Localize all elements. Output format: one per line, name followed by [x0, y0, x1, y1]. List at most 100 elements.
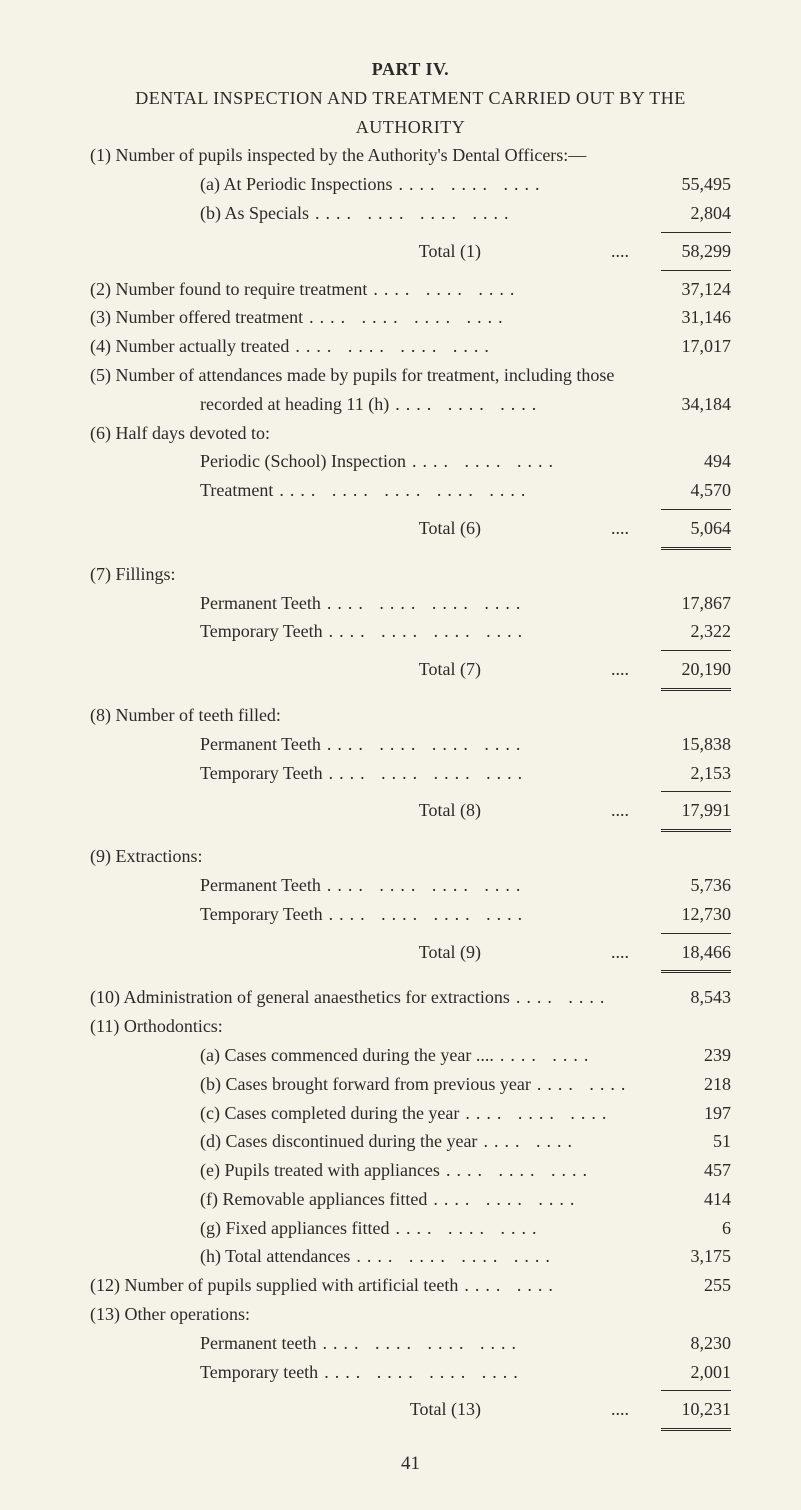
total-7-label: Total (7) [90, 655, 611, 684]
total-6: Total (6) .... 5,064 [90, 514, 731, 543]
item-8b-value: 2,153 [641, 759, 731, 788]
item-11b-value: 218 [641, 1070, 731, 1099]
item-6a-value: 494 [641, 447, 731, 476]
item-7b-label: Temporary Teeth [200, 617, 323, 646]
item-11f-label: (f) Removable appliances fitted [200, 1185, 427, 1214]
dots-filler: .... .... .... [459, 1099, 641, 1128]
item-2-label: (2) Number found to require treatment [90, 275, 367, 304]
dots-filler: .... .... .... .... .... [273, 476, 641, 505]
item-11c-value: 197 [641, 1099, 731, 1128]
item-5-label: recorded at heading 11 (h) [200, 390, 389, 419]
item-8a-value: 15,838 [641, 730, 731, 759]
rule-double [661, 547, 731, 550]
item-10: (10) Administration of general anaesthet… [90, 983, 731, 1012]
dots-filler: .... .... .... .... [350, 1242, 641, 1271]
total-9-label: Total (9) [90, 938, 611, 967]
dots-filler: .... .... .... [389, 390, 641, 419]
item-11g-value: 6 [641, 1214, 731, 1243]
dots-filler: .... .... .... .... [321, 871, 641, 900]
dots-filler: .... .... .... [406, 447, 641, 476]
dots-filler: .... [611, 237, 641, 266]
item-5-line2: recorded at heading 11 (h) .... .... ...… [90, 390, 731, 419]
item-11g-label: (g) Fixed appliances fitted [200, 1214, 389, 1243]
item-11d-label: (d) Cases discontinued during the year [200, 1127, 477, 1156]
total-9: Total (9) .... 18,466 [90, 938, 731, 967]
item-9b-value: 12,730 [641, 900, 731, 929]
dots-filler: .... .... .... [367, 275, 641, 304]
section-1-heading: (1) Number of pupils inspected by the Au… [90, 141, 731, 170]
item-11e-label: (e) Pupils treated with appliances [200, 1156, 440, 1185]
total-7: Total (7) .... 20,190 [90, 655, 731, 684]
item-7b: Temporary Teeth .... .... .... .... 2,32… [90, 617, 731, 646]
item-6b: Treatment .... .... .... .... .... 4,570 [90, 476, 731, 505]
rule [661, 232, 731, 233]
dots-filler: .... [611, 514, 641, 543]
item-11e: (e) Pupils treated with appliances .... … [90, 1156, 731, 1185]
dots-filler: .... .... .... .... [323, 759, 641, 788]
total-13-label: Total (13) [90, 1395, 611, 1424]
dots-filler: .... .... .... .... [318, 1358, 641, 1387]
item-3: (3) Number offered treatment .... .... .… [90, 303, 731, 332]
rule-double [661, 970, 731, 973]
item-5-line1: (5) Number of attendances made by pupils… [90, 361, 731, 390]
section-6-heading: (6) Half days devoted to: [90, 419, 731, 448]
item-11h-value: 3,175 [641, 1242, 731, 1271]
dots-filler: .... .... .... .... [289, 332, 641, 361]
item-6b-value: 4,570 [641, 476, 731, 505]
item-7b-value: 2,322 [641, 617, 731, 646]
dots-filler: .... .... .... [427, 1185, 641, 1214]
rule [661, 270, 731, 271]
item-11d: (d) Cases discontinued during the year .… [90, 1127, 731, 1156]
item-10-label: (10) Administration of general anaesthet… [90, 983, 510, 1012]
item-13a-value: 8,230 [641, 1329, 731, 1358]
item-6a-label: Periodic (School) Inspection [200, 447, 406, 476]
item-7a-value: 17,867 [641, 589, 731, 618]
item-6a: Periodic (School) Inspection .... .... .… [90, 447, 731, 476]
item-1a: (a) At Periodic Inspections .... .... ..… [90, 170, 731, 199]
dots-filler: .... .... .... .... [323, 900, 641, 929]
item-4-value: 17,017 [641, 332, 731, 361]
item-5-value: 34,184 [641, 390, 731, 419]
page-number: 41 [90, 1449, 731, 1479]
item-13a-label: Permanent teeth [200, 1329, 316, 1358]
section-13-heading: (13) Other operations: [90, 1300, 731, 1329]
rule [661, 509, 731, 510]
item-6b-label: Treatment [200, 476, 273, 505]
item-8a-label: Permanent Teeth [200, 730, 321, 759]
main-title-line2: AUTHORITY [90, 113, 731, 142]
total-8-value: 17,991 [641, 796, 731, 825]
item-11f-value: 414 [641, 1185, 731, 1214]
total-6-value: 5,064 [641, 514, 731, 543]
dots-filler: .... .... [494, 1041, 641, 1070]
dots-filler: .... .... [458, 1271, 641, 1300]
rule-double [661, 1428, 731, 1431]
dots-filler: .... .... .... .... [309, 199, 641, 228]
dots-filler: .... .... .... [440, 1156, 641, 1185]
rule [661, 933, 731, 934]
item-13b: Temporary teeth .... .... .... .... 2,00… [90, 1358, 731, 1387]
section-7-heading: (7) Fillings: [90, 560, 731, 589]
item-11f: (f) Removable appliances fitted .... ...… [90, 1185, 731, 1214]
rule [661, 650, 731, 651]
section-9-heading: (9) Extractions: [90, 842, 731, 871]
dots-filler: .... [611, 655, 641, 684]
item-11c: (c) Cases completed during the year ....… [90, 1099, 731, 1128]
dots-filler: .... .... .... .... [321, 730, 641, 759]
dots-filler: .... .... [531, 1070, 641, 1099]
item-2: (2) Number found to require treatment ..… [90, 275, 731, 304]
rule-double [661, 688, 731, 691]
part-title: PART IV. [90, 55, 731, 84]
item-11c-label: (c) Cases completed during the year [200, 1099, 459, 1128]
item-7a-label: Permanent Teeth [200, 589, 321, 618]
rule [661, 1390, 731, 1391]
item-12-label: (12) Number of pupils supplied with arti… [90, 1271, 458, 1300]
item-11e-value: 457 [641, 1156, 731, 1185]
main-title-line1: DENTAL INSPECTION AND TREATMENT CARRIED … [90, 84, 731, 113]
dots-filler: .... .... .... .... [321, 589, 641, 618]
dots-filler: .... [611, 938, 641, 967]
item-11a: (a) Cases commenced during the year ....… [90, 1041, 731, 1070]
item-1b-label: (b) As Specials [200, 199, 309, 228]
item-12: (12) Number of pupils supplied with arti… [90, 1271, 731, 1300]
total-13-value: 10,231 [641, 1395, 731, 1424]
item-8a: Permanent Teeth .... .... .... .... 15,8… [90, 730, 731, 759]
